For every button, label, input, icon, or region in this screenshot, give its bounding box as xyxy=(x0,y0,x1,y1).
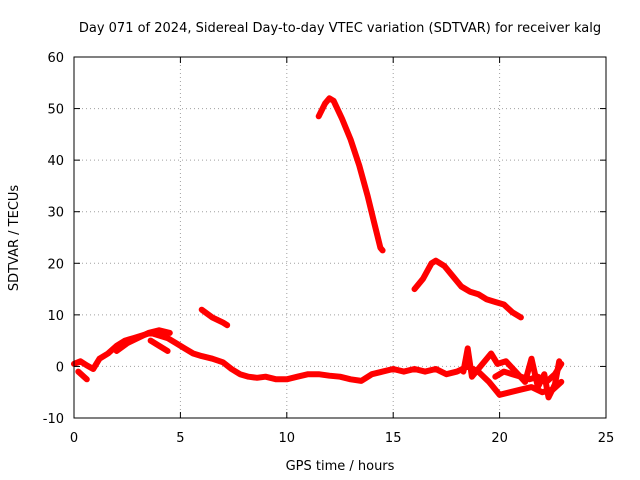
chart-title: Day 071 of 2024, Sidereal Day-to-day VTE… xyxy=(79,21,601,36)
y-tick-label: 60 xyxy=(47,51,64,66)
y-tick-label: -10 xyxy=(43,412,64,427)
series-upper-band xyxy=(113,327,173,354)
grid xyxy=(74,57,606,418)
x-tick-label: 20 xyxy=(491,431,508,446)
series-layer xyxy=(71,95,565,401)
y-axis-label: SDTVAR / TECUs xyxy=(7,185,22,292)
ticks: 0 5 10 15 20 25 -10 0 10 20 30 40 50 60 xyxy=(43,51,615,446)
series-high-arc xyxy=(315,95,386,254)
series-lower-band xyxy=(147,337,171,354)
y-tick-label: 40 xyxy=(47,154,64,169)
y-tick-label: 30 xyxy=(47,206,64,221)
series-main-track xyxy=(71,329,565,398)
series-second-arc xyxy=(411,257,524,321)
x-tick-label: 0 xyxy=(70,431,78,446)
series-tail-band xyxy=(492,360,565,385)
y-tick-label: 50 xyxy=(47,103,64,118)
x-tick-label: 15 xyxy=(385,431,402,446)
plot-frame xyxy=(73,56,607,419)
series-early-dip xyxy=(75,368,90,383)
x-axis-label: GPS time / hours xyxy=(286,459,395,474)
y-tick-label: 0 xyxy=(56,360,64,375)
x-tick-label: 25 xyxy=(598,431,615,446)
series-mid-segment xyxy=(198,306,231,329)
x-tick-label: 10 xyxy=(279,431,296,446)
series-spikes xyxy=(460,345,563,401)
y-tick-label: 20 xyxy=(47,257,64,272)
x-tick-label: 5 xyxy=(176,431,184,446)
y-tick-label: 10 xyxy=(47,309,64,324)
